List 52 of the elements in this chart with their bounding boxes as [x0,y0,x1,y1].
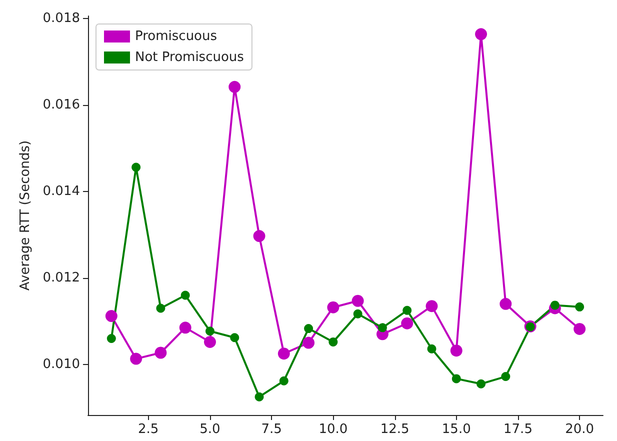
point [130,352,142,365]
y-tick-label: 0.016 [42,98,80,113]
point [254,392,264,402]
x-tick-label: 20.0 [565,422,594,437]
point [327,301,340,314]
point [180,290,190,300]
legend-label: Promiscuous [135,29,218,44]
point [401,317,414,330]
point [179,322,192,334]
point [302,336,315,349]
y-tick-label: 0.014 [42,184,80,200]
point [402,306,412,315]
point [228,80,241,93]
point [574,322,586,335]
point [500,298,512,310]
point [279,376,288,386]
y-axis-title: Average RTT (Seconds) [18,140,33,291]
point [205,326,214,336]
point [427,344,436,354]
y-tick-label: 0.012 [42,270,80,286]
point [501,372,510,382]
point [352,294,364,307]
point [204,336,216,348]
point [378,323,387,332]
point [426,300,438,312]
point [452,374,461,384]
point [476,379,486,388]
point [105,310,118,322]
x-tick-label: 7.5 [261,422,282,437]
point [575,302,584,312]
point [230,333,240,342]
point [278,348,290,360]
x-tick-label: 2.5 [138,422,159,437]
point [154,346,167,359]
point [156,304,166,313]
x-tick-label: 15.0 [442,422,471,437]
x-tick-label: 5.0 [200,422,220,437]
point [550,300,560,310]
point [475,28,488,40]
point [132,162,141,172]
point [304,324,314,334]
x-tick-label: 12.5 [380,422,410,437]
point [353,309,362,318]
point [328,337,338,346]
y-tick-label: 0.010 [42,356,80,372]
x-tick-label: 17.5 [504,422,532,437]
point [253,230,266,242]
point [106,334,116,343]
legend-label: Not Promiscuous [135,50,244,65]
point [450,344,462,357]
x-tick-label: 10.0 [318,422,348,437]
y-tick-label: 0.018 [42,11,80,26]
